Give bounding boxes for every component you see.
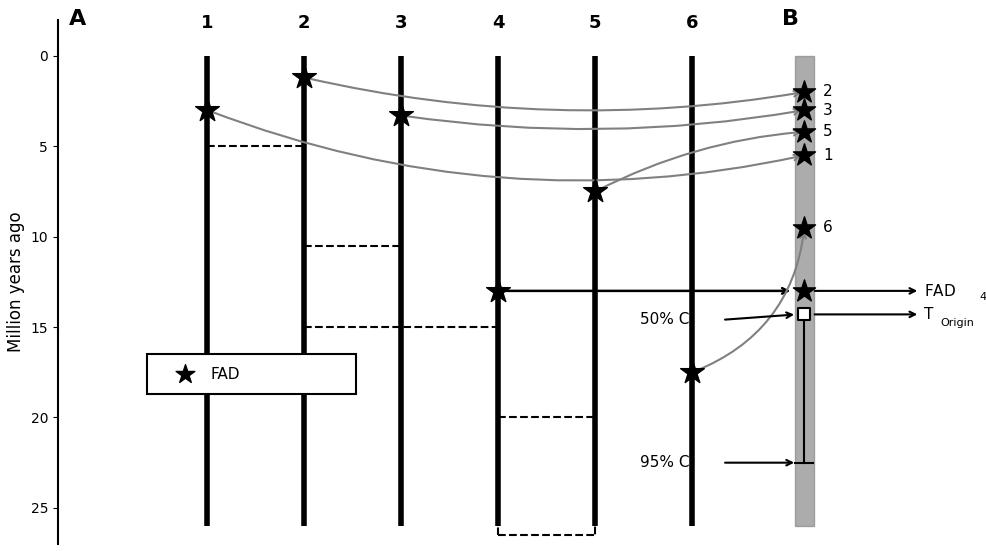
Point: [796, 287, 811, 295]
Point: [796, 223, 811, 232]
Point: [199, 106, 215, 115]
FancyBboxPatch shape: [147, 354, 356, 394]
Point: [490, 287, 506, 295]
Text: 2: 2: [822, 84, 832, 100]
Text: 3: 3: [394, 14, 407, 33]
Text: 50% CI: 50% CI: [640, 312, 693, 327]
Point: [796, 127, 811, 136]
Text: 3: 3: [822, 102, 832, 117]
Point: [684, 368, 700, 377]
Point: [176, 370, 192, 379]
Text: 1: 1: [822, 148, 832, 163]
Point: [796, 88, 811, 96]
Text: 2: 2: [298, 14, 311, 33]
Text: 4: 4: [492, 14, 504, 33]
Text: 5: 5: [589, 14, 601, 33]
Text: T: T: [923, 307, 933, 322]
Text: 95% CI: 95% CI: [640, 455, 693, 470]
Point: [796, 310, 811, 319]
Text: FAD: FAD: [211, 366, 241, 382]
Text: B: B: [781, 9, 799, 29]
Text: Origin: Origin: [940, 318, 973, 328]
Point: [796, 151, 811, 160]
Text: 6: 6: [822, 220, 832, 235]
Y-axis label: Million years ago: Million years ago: [7, 212, 25, 352]
Point: [587, 187, 602, 196]
Point: [393, 111, 409, 120]
Text: 1: 1: [201, 14, 213, 33]
Text: FAD$\,$: FAD$\,$: [923, 283, 955, 299]
Text: 5: 5: [822, 124, 832, 139]
Point: [296, 73, 312, 82]
Text: 6: 6: [685, 14, 698, 33]
Text: A: A: [69, 9, 86, 29]
Text: 4: 4: [979, 292, 986, 302]
Point: [796, 106, 811, 115]
